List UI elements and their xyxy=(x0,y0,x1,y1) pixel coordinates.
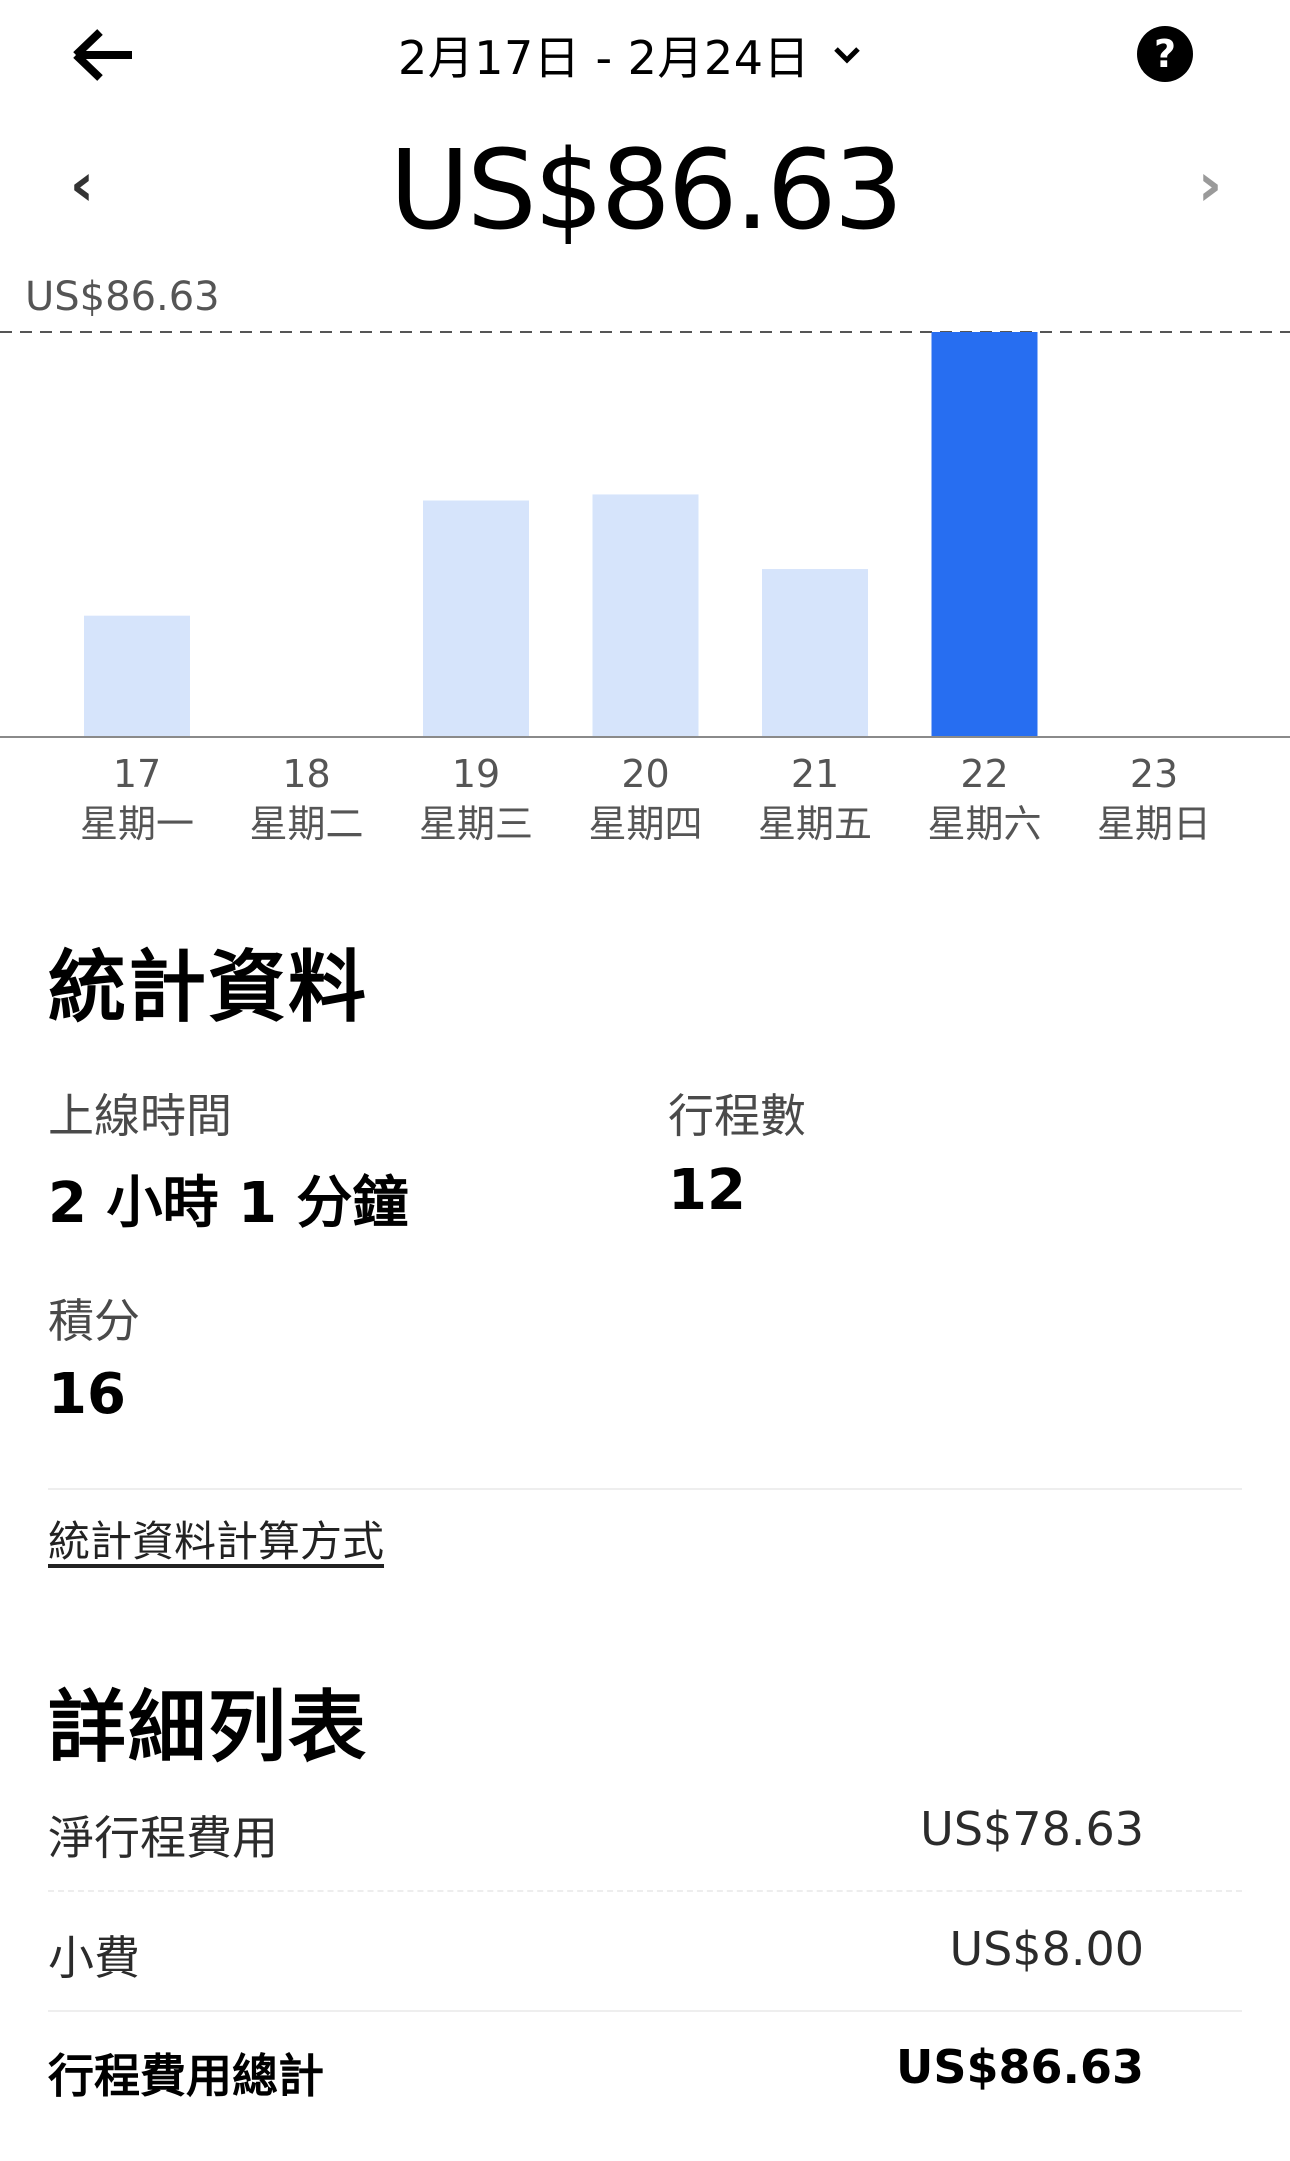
date-range-label: 2月17日 - 2月24日 xyxy=(398,31,810,85)
chart-bar-20[interactable] xyxy=(592,494,699,736)
trips-value: 12 xyxy=(668,1158,746,1223)
chart-weekday-label: 星期三 xyxy=(419,802,533,846)
chart-day-label: 23 xyxy=(1130,752,1178,796)
previous-week-button[interactable]: ‹ xyxy=(42,140,122,230)
breakdown-section-title: 詳細列表 xyxy=(48,1683,369,1773)
help-icon: ? xyxy=(1137,26,1193,82)
chart-bar-19[interactable] xyxy=(423,500,529,736)
net-fare-value: US$78.63 xyxy=(920,1802,1144,1856)
chart-weekday-label: 星期二 xyxy=(249,802,363,846)
total-fare-value: US$86.63 xyxy=(896,2040,1144,2094)
chart-day-label: 18 xyxy=(282,752,330,796)
chart-weekday-label: 星期五 xyxy=(758,802,872,846)
chart-day-label: 21 xyxy=(791,752,839,796)
chevron-down-icon xyxy=(834,47,860,64)
chart-day-label: 20 xyxy=(621,752,669,796)
points-value: 16 xyxy=(48,1362,126,1427)
chart-bar-21[interactable] xyxy=(762,569,868,736)
total-earnings: US$86.63 xyxy=(389,126,903,254)
trips-label: 行程數 xyxy=(668,1089,806,1143)
points-label: 積分 xyxy=(48,1294,140,1348)
tips-label: 小費 xyxy=(48,1931,140,1985)
stats-section-title: 統計資料 xyxy=(48,943,369,1033)
divider xyxy=(48,1890,1242,1892)
chart-bar-17[interactable] xyxy=(84,615,190,736)
chart-day-label: 17 xyxy=(113,752,161,796)
arrow-left-icon xyxy=(73,29,132,81)
date-range-selector[interactable]: 2月17日 - 2月24日 xyxy=(370,10,890,100)
chart-day-label: 19 xyxy=(452,752,500,796)
chart-max-label: US$86.63 xyxy=(25,274,220,320)
chart-weekday-label: 星期日 xyxy=(1097,802,1211,846)
stats-calculation-link[interactable]: 統計資料計算方式 xyxy=(48,1517,385,1566)
chevron-left-icon: ‹ xyxy=(69,150,95,220)
back-button[interactable] xyxy=(48,14,158,96)
chart-day-label: 22 xyxy=(960,752,1008,796)
divider xyxy=(48,1488,1242,1490)
chart-bar-22[interactable] xyxy=(931,332,1038,736)
chart-weekday-label: 星期一 xyxy=(80,802,194,846)
total-fare-label: 行程費用總計 xyxy=(48,2049,324,2103)
svg-text:?: ? xyxy=(1154,32,1176,76)
chevron-right-icon: › xyxy=(1197,150,1223,220)
net-fare-label: 淨行程費用 xyxy=(48,1811,278,1865)
online-time-value: 2 小時 1 分鐘 xyxy=(48,1171,409,1236)
online-time-label: 上線時間 xyxy=(48,1089,232,1143)
next-week-button[interactable]: › xyxy=(1170,140,1250,230)
chart-weekday-label: 星期六 xyxy=(927,802,1041,846)
help-button[interactable]: ? xyxy=(1120,14,1210,94)
tips-value: US$8.00 xyxy=(949,1922,1144,1976)
divider xyxy=(48,2010,1242,2012)
earnings-bar-chart: US$86.63 17 星期一 18 星期二 19 星期三 20 星期四 21 星期五 22 星期六 2… xyxy=(0,274,1290,846)
chart-weekday-label: 星期四 xyxy=(588,802,702,846)
